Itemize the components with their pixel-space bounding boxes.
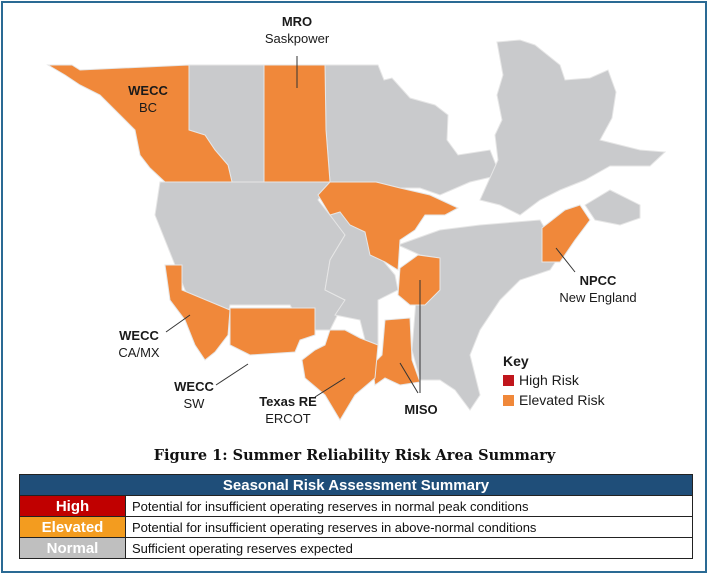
risk-summary-table: Seasonal Risk Assessment Summary High Po… [19,474,693,559]
key-item-high: High Risk [503,370,605,390]
level-elevated-description: Potential for insufficient operating res… [125,516,693,538]
table-row: Normal Sufficient operating reserves exp… [19,537,693,559]
region-npcc-new-england [541,204,591,263]
label-wecc-sw: WECC SW [164,378,224,412]
map-key: Key High Risk Elevated Risk [503,352,605,410]
level-normal: Normal [19,537,126,559]
key-item-elevated-label: Elevated Risk [519,392,605,408]
elevated-risk-swatch-icon [503,394,514,406]
label-wecc-sw-area: SW [183,396,205,411]
label-wecc-camx-entity: WECC [119,328,159,343]
label-texas-re-entity: Texas RE [259,394,317,409]
label-wecc-bc-area: BC [138,100,158,115]
label-miso: MISO [396,401,446,418]
high-risk-swatch-icon [503,374,514,386]
region-maritimes [584,189,641,226]
region-mro-saskpower [263,64,331,183]
region-quebec-labrador [479,39,667,216]
table-row: Elevated Potential for insufficient oper… [19,516,693,538]
label-texas-re: Texas RE ERCOT [248,393,328,427]
level-normal-description: Sufficient operating reserves expected [125,537,693,559]
key-item-elevated: Elevated Risk [503,390,605,410]
region-manitoba-ontario [324,64,501,196]
key-title: Key [503,353,529,369]
region-wecc-ca-mx [164,264,231,361]
north-america-risk-map [46,39,667,421]
label-wecc-bc: WECC BC [118,82,178,116]
label-wecc-camx: WECC CA/MX [106,327,172,361]
label-npcc-area: New England [559,290,637,305]
table-header-row: Seasonal Risk Assessment Summary [19,474,693,496]
table-row: High Potential for insufficient operatin… [19,495,693,517]
label-mro: MRO Saskpower [255,13,339,47]
region-wecc-bc [46,64,233,183]
label-texas-re-area: ERCOT [265,411,311,426]
label-npcc: NPCC New England [548,272,648,306]
region-miso-north [317,181,460,271]
table-header: Seasonal Risk Assessment Summary [19,474,693,496]
label-wecc-sw-entity: WECC [174,379,214,394]
level-elevated: Elevated [19,516,126,538]
figure-title: Figure 1: Summer Reliability Risk Area S… [153,447,556,464]
label-wecc-bc-entity: WECC [128,83,168,98]
key-item-high-label: High Risk [519,372,579,388]
region-texas-ercot [301,329,379,421]
region-wecc-sw [229,307,316,356]
level-high: High [19,495,126,517]
label-npcc-entity: NPCC [579,273,617,288]
label-mro-entity: MRO [281,14,313,29]
label-mro-area: Saskpower [264,31,330,46]
level-high-description: Potential for insufficient operating res… [125,495,693,517]
region-miso-central [397,254,441,306]
label-wecc-camx-area: CA/MX [118,345,160,360]
label-miso-entity: MISO [404,402,438,417]
